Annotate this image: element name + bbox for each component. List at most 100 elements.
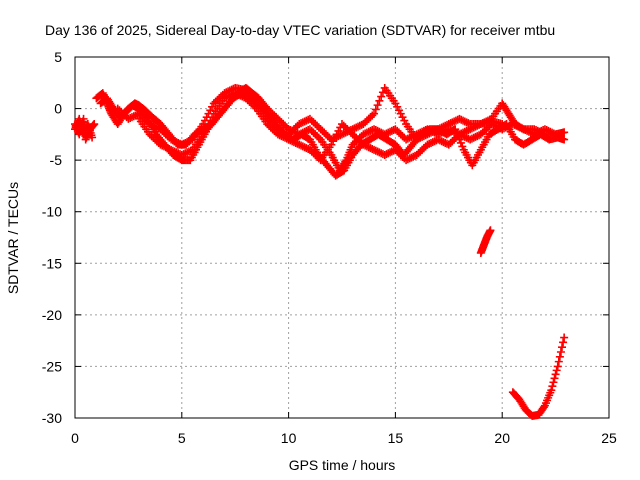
data-point (389, 146, 398, 155)
data-point (88, 133, 97, 142)
data-point (439, 138, 448, 147)
data-point (225, 91, 234, 100)
data-point (475, 120, 484, 129)
data-point (273, 130, 282, 139)
series-track-2 (71, 114, 97, 142)
data-point (183, 148, 192, 157)
data-point (127, 113, 136, 122)
data-point (405, 154, 414, 163)
data-point (179, 139, 188, 148)
data-point (532, 126, 541, 135)
data-point (279, 132, 288, 141)
data-point (184, 147, 193, 156)
data-point (298, 142, 307, 151)
data-point (297, 141, 306, 150)
y-tick-label: -5 (50, 152, 63, 168)
data-point (174, 138, 183, 147)
data-point (435, 124, 444, 133)
data-point (147, 120, 156, 129)
data-point (177, 140, 186, 149)
y-tick-label: -25 (42, 358, 62, 374)
data-point (366, 144, 375, 153)
data-point (224, 92, 233, 101)
data-point (172, 138, 181, 147)
data-point (402, 156, 411, 165)
data-point (547, 386, 556, 395)
grid (75, 57, 609, 418)
data-point (177, 150, 186, 159)
y-tick-label: 5 (54, 49, 62, 65)
data-point (537, 128, 546, 137)
data-point (459, 128, 468, 137)
data-point (126, 114, 135, 123)
x-tick-label: 10 (281, 430, 297, 446)
data-point (277, 132, 286, 141)
data-point (425, 129, 434, 138)
data-point (179, 150, 188, 159)
data-point (167, 145, 176, 154)
data-point (368, 111, 377, 120)
data-point (370, 145, 379, 154)
data-point (439, 122, 448, 131)
data-point (462, 126, 471, 135)
data-point (275, 131, 284, 140)
data-point (350, 124, 359, 133)
data-point (533, 126, 542, 135)
data-point (467, 124, 476, 133)
series-track-8 (508, 333, 569, 420)
data-point (427, 128, 435, 137)
data-point (362, 142, 371, 151)
data-point (462, 133, 471, 142)
data-point (300, 117, 309, 126)
data-point (181, 138, 190, 147)
data-point (555, 352, 564, 361)
data-point (430, 126, 439, 135)
data-point (289, 138, 298, 147)
data-point (437, 137, 446, 146)
data-point (286, 136, 295, 145)
data-point (535, 127, 544, 136)
data-point (371, 146, 380, 155)
data-point (423, 130, 432, 139)
data-point (361, 141, 370, 150)
y-tick-label: -20 (42, 307, 62, 323)
x-tick-label: 0 (71, 430, 79, 446)
data-point (428, 138, 437, 147)
data-point (375, 96, 384, 105)
data-point (560, 135, 569, 144)
data-point (129, 112, 138, 121)
data-point (446, 119, 455, 128)
data-point (377, 149, 386, 158)
data-point (455, 130, 464, 139)
data-point (220, 94, 229, 103)
data-point (160, 142, 168, 151)
data-point (354, 122, 363, 131)
data-point (448, 118, 457, 127)
data-point (464, 126, 473, 135)
data-point (551, 370, 560, 379)
x-axis-label: GPS time / hours (289, 457, 396, 473)
data-point (165, 144, 174, 153)
data-point (181, 149, 190, 158)
data-point (548, 382, 557, 391)
data-point (170, 137, 179, 146)
data-point (222, 93, 231, 102)
data-point (434, 135, 443, 144)
data-point (539, 403, 548, 412)
data-point (168, 146, 177, 155)
data-point (414, 134, 423, 143)
data-point (409, 152, 418, 161)
data-point (441, 121, 450, 130)
data-point (451, 116, 460, 125)
data-point (469, 123, 478, 132)
data-point (559, 338, 568, 347)
data-point (380, 150, 389, 159)
data-point (288, 137, 297, 146)
data-point (304, 126, 313, 135)
data-point (464, 119, 473, 128)
data-point (443, 139, 452, 148)
data-point (375, 148, 384, 157)
y-tick-label: -10 (42, 204, 62, 220)
data-point (552, 366, 561, 375)
